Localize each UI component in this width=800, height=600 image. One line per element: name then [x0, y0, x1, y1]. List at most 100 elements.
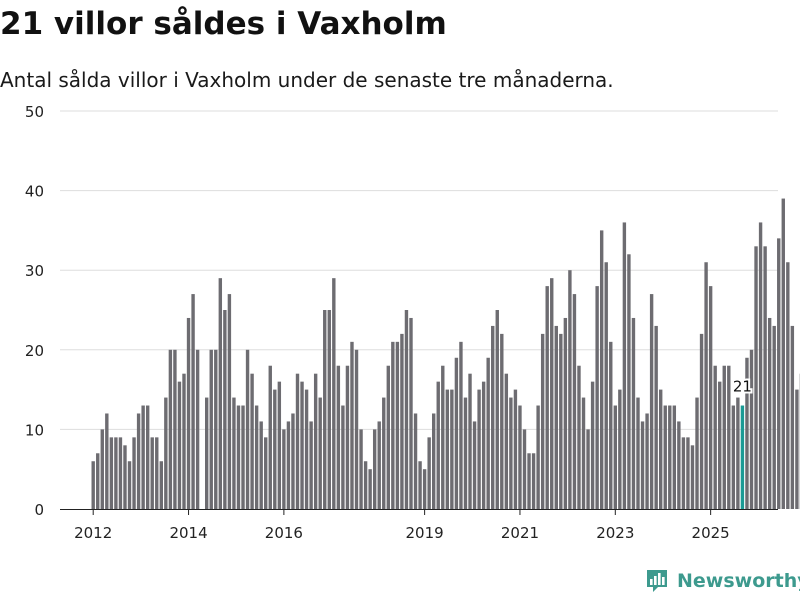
page-subtitle: Antal sålda villor i Vaxholm under de se… — [0, 68, 614, 92]
bar — [164, 397, 168, 509]
bar — [540, 333, 545, 509]
bar — [645, 413, 649, 509]
bar — [604, 262, 608, 509]
bar — [404, 310, 409, 509]
y-tick-label: 10 — [25, 421, 44, 439]
bar — [155, 437, 159, 509]
bar — [690, 445, 695, 509]
bar — [754, 246, 758, 509]
bar — [681, 437, 686, 509]
bar — [749, 349, 754, 509]
bar — [413, 413, 418, 509]
y-tick-label: 30 — [25, 262, 44, 280]
bar — [654, 325, 658, 509]
bar — [336, 365, 341, 509]
bar — [209, 349, 213, 509]
bar — [195, 349, 200, 509]
bar — [500, 333, 504, 509]
bar — [359, 429, 363, 509]
bar — [282, 429, 286, 509]
bar — [291, 413, 295, 509]
bar — [377, 421, 381, 509]
bar — [323, 310, 327, 509]
bar — [550, 278, 554, 509]
bar — [613, 405, 617, 509]
bar — [177, 381, 182, 509]
y-tick-label: 50 — [25, 103, 44, 121]
bar — [354, 349, 359, 509]
bar — [767, 317, 772, 509]
bar — [141, 405, 145, 509]
bar — [341, 405, 345, 509]
bar — [545, 286, 549, 509]
bar — [763, 246, 767, 509]
bar — [236, 405, 241, 509]
bar — [182, 373, 186, 509]
bar — [268, 365, 272, 509]
bar — [191, 294, 195, 509]
bar — [422, 469, 427, 509]
bar — [477, 389, 481, 509]
bar — [277, 381, 282, 509]
bar — [513, 389, 518, 509]
bar — [672, 405, 677, 509]
newsworthy-logo-icon — [647, 570, 667, 592]
x-tick-label: 2023 — [596, 524, 634, 542]
bar — [736, 397, 740, 509]
bar — [350, 341, 354, 509]
bar — [531, 453, 536, 509]
x-tick-label: 2016 — [265, 524, 303, 542]
bar — [504, 373, 509, 509]
bar — [309, 421, 313, 509]
bar-highlight — [740, 405, 745, 509]
bar — [205, 397, 209, 509]
x-tick-label: 2012 — [74, 524, 112, 542]
bar — [227, 294, 232, 509]
brand[interactable]: Newsworthy — [645, 568, 800, 594]
bar — [96, 453, 100, 509]
bar — [223, 310, 227, 509]
bar — [636, 397, 640, 509]
bar — [409, 317, 413, 509]
bar — [704, 262, 708, 509]
bar — [627, 254, 631, 509]
bar — [686, 437, 690, 509]
bar — [432, 413, 436, 509]
bar — [772, 325, 776, 509]
bar — [599, 230, 604, 509]
bar — [372, 429, 377, 509]
bar — [245, 349, 250, 509]
bar — [790, 325, 795, 509]
bar — [332, 278, 336, 509]
bar — [699, 333, 704, 509]
bar — [136, 413, 141, 509]
y-tick-label: 0 — [34, 501, 44, 519]
bar — [363, 461, 368, 509]
bar — [568, 270, 572, 509]
bar — [522, 429, 527, 509]
bar — [595, 286, 599, 509]
bar — [318, 397, 322, 509]
bar — [254, 405, 259, 509]
bar — [649, 294, 654, 509]
bar — [559, 333, 563, 509]
bar — [677, 421, 681, 509]
bar — [391, 341, 395, 509]
bar — [427, 437, 431, 509]
bar — [127, 461, 132, 509]
bar — [527, 453, 531, 509]
bar — [581, 397, 586, 509]
bar — [123, 445, 127, 509]
bar — [241, 405, 245, 509]
bar — [481, 381, 486, 509]
bar — [450, 389, 454, 509]
highlight-value-label: 21 — [733, 378, 752, 396]
x-tick-label: 2025 — [692, 524, 730, 542]
bar — [105, 413, 109, 509]
bar — [518, 405, 522, 509]
bar — [586, 429, 590, 509]
bar — [622, 222, 627, 509]
bar — [609, 341, 613, 509]
y-tick-label: 40 — [25, 183, 44, 201]
bar — [727, 365, 731, 509]
